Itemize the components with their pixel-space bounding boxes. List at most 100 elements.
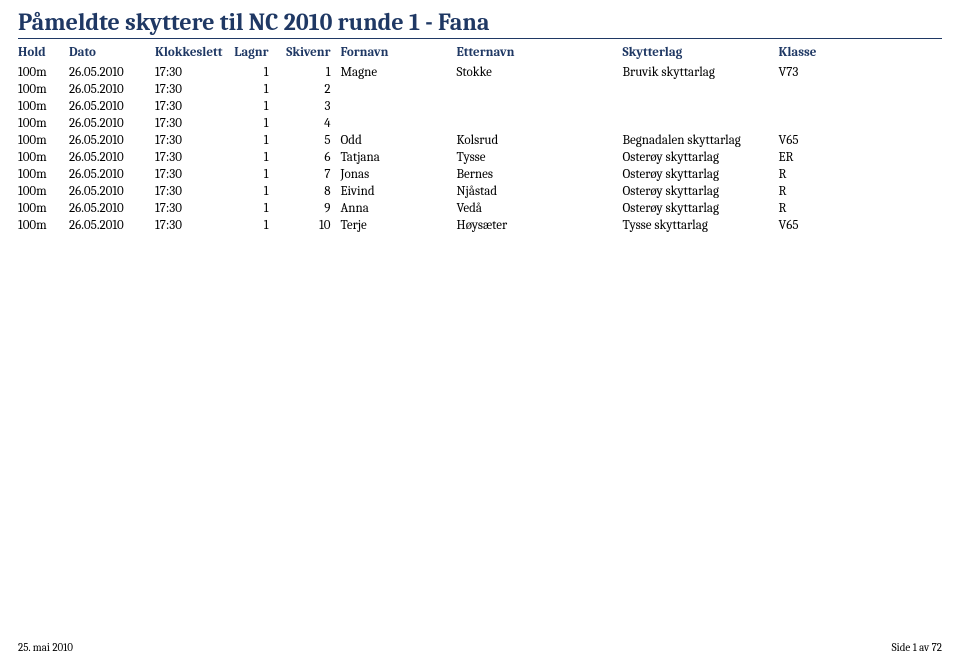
cell-skivenr: 3 xyxy=(281,98,341,115)
cell-dato: 26.05.2010 xyxy=(69,183,155,200)
cell-lag xyxy=(623,81,779,98)
cell-klasse xyxy=(779,98,845,115)
cell-etternavn: Njåstad xyxy=(457,183,623,200)
cell-skivenr: 10 xyxy=(281,217,341,234)
page: Påmeldte skyttere til NC 2010 runde 1 - … xyxy=(0,0,960,234)
cell-dato: 26.05.2010 xyxy=(69,64,155,81)
cell-fornavn: Odd xyxy=(341,132,457,149)
table-row: 100m26.05.201017:3013 xyxy=(18,98,845,115)
cell-skivenr: 1 xyxy=(281,64,341,81)
cell-hold: 100m xyxy=(18,81,69,98)
cell-hold: 100m xyxy=(18,64,69,81)
table-row: 100m26.05.201017:3011MagneStokkeBruvik s… xyxy=(18,64,845,81)
page-footer: 25. mai 2010 Side 1 av 72 xyxy=(18,641,942,654)
footer-page: Side 1 av 72 xyxy=(892,641,942,654)
cell-klasse: V65 xyxy=(779,132,845,149)
cell-lag: Bruvik skyttarlag xyxy=(623,64,779,81)
cell-hold: 100m xyxy=(18,132,69,149)
cell-fornavn: Magne xyxy=(341,64,457,81)
cell-fornavn: Anna xyxy=(341,200,457,217)
cell-skivenr: 9 xyxy=(281,200,341,217)
table-row: 100m26.05.201017:3015OddKolsrudBegnadale… xyxy=(18,132,845,149)
cell-lagnr: 1 xyxy=(229,98,281,115)
cell-etternavn xyxy=(457,115,623,132)
col-fornavn: Fornavn xyxy=(341,43,457,64)
table-body: 100m26.05.201017:3011MagneStokkeBruvik s… xyxy=(18,64,845,234)
cell-fornavn xyxy=(341,81,457,98)
col-klokkeslett: Klokkeslett xyxy=(155,43,229,64)
cell-lagnr: 1 xyxy=(229,81,281,98)
cell-etternavn: Høysæter xyxy=(457,217,623,234)
cell-fornavn: Eivind xyxy=(341,183,457,200)
cell-lagnr: 1 xyxy=(229,115,281,132)
cell-lagnr: 1 xyxy=(229,200,281,217)
results-table: Hold Dato Klokkeslett Lagnr Skivenr Forn… xyxy=(18,43,845,234)
col-hold: Hold xyxy=(18,43,69,64)
cell-klasse: R xyxy=(779,200,845,217)
col-dato: Dato xyxy=(69,43,155,64)
col-lagnr: Lagnr xyxy=(229,43,281,64)
cell-skivenr: 2 xyxy=(281,81,341,98)
cell-lag: Begnadalen skyttarlag xyxy=(623,132,779,149)
cell-dato: 26.05.2010 xyxy=(69,132,155,149)
cell-hold: 100m xyxy=(18,217,69,234)
col-skivenr: Skivenr xyxy=(281,43,341,64)
cell-lag: Osterøy skyttarlag xyxy=(623,149,779,166)
cell-lag: Tysse skyttarlag xyxy=(623,217,779,234)
cell-klokke: 17:30 xyxy=(155,98,229,115)
table-row: 100m26.05.201017:3019AnnaVedåOsterøy sky… xyxy=(18,200,845,217)
cell-klasse: V73 xyxy=(779,64,845,81)
cell-fornavn xyxy=(341,98,457,115)
cell-dato: 26.05.2010 xyxy=(69,166,155,183)
cell-hold: 100m xyxy=(18,200,69,217)
cell-klokke: 17:30 xyxy=(155,115,229,132)
col-klasse: Klasse xyxy=(779,43,845,64)
page-title: Påmeldte skyttere til NC 2010 runde 1 - … xyxy=(18,8,942,39)
cell-hold: 100m xyxy=(18,149,69,166)
cell-dato: 26.05.2010 xyxy=(69,115,155,132)
cell-skivenr: 8 xyxy=(281,183,341,200)
table-row: 100m26.05.201017:3012 xyxy=(18,81,845,98)
cell-lag: Osterøy skyttarlag xyxy=(623,166,779,183)
cell-lag: Osterøy skyttarlag xyxy=(623,183,779,200)
table-header-row: Hold Dato Klokkeslett Lagnr Skivenr Forn… xyxy=(18,43,845,64)
cell-klokke: 17:30 xyxy=(155,183,229,200)
cell-fornavn xyxy=(341,115,457,132)
cell-klasse xyxy=(779,81,845,98)
cell-klokke: 17:30 xyxy=(155,132,229,149)
col-etternavn: Etternavn xyxy=(457,43,623,64)
cell-fornavn: Tatjana xyxy=(341,149,457,166)
cell-klokke: 17:30 xyxy=(155,81,229,98)
cell-lag xyxy=(623,115,779,132)
cell-etternavn: Vedå xyxy=(457,200,623,217)
cell-skivenr: 5 xyxy=(281,132,341,149)
cell-etternavn: Kolsrud xyxy=(457,132,623,149)
cell-etternavn: Bernes xyxy=(457,166,623,183)
cell-klasse: ER xyxy=(779,149,845,166)
cell-lag: Osterøy skyttarlag xyxy=(623,200,779,217)
cell-skivenr: 4 xyxy=(281,115,341,132)
cell-klasse: R xyxy=(779,183,845,200)
table-row: 100m26.05.201017:3018EivindNjåstadOsterø… xyxy=(18,183,845,200)
cell-hold: 100m xyxy=(18,183,69,200)
cell-dato: 26.05.2010 xyxy=(69,217,155,234)
cell-etternavn: Tysse xyxy=(457,149,623,166)
cell-klokke: 17:30 xyxy=(155,149,229,166)
table-row: 100m26.05.201017:3014 xyxy=(18,115,845,132)
cell-etternavn: Stokke xyxy=(457,64,623,81)
cell-klokke: 17:30 xyxy=(155,200,229,217)
footer-date: 25. mai 2010 xyxy=(18,641,73,654)
cell-dato: 26.05.2010 xyxy=(69,149,155,166)
cell-dato: 26.05.2010 xyxy=(69,98,155,115)
table-row: 100m26.05.201017:3017JonasBernesOsterøy … xyxy=(18,166,845,183)
cell-lagnr: 1 xyxy=(229,64,281,81)
cell-lagnr: 1 xyxy=(229,183,281,200)
cell-etternavn xyxy=(457,98,623,115)
cell-dato: 26.05.2010 xyxy=(69,200,155,217)
cell-lag xyxy=(623,98,779,115)
cell-etternavn xyxy=(457,81,623,98)
cell-hold: 100m xyxy=(18,166,69,183)
cell-skivenr: 6 xyxy=(281,149,341,166)
cell-klokke: 17:30 xyxy=(155,217,229,234)
cell-dato: 26.05.2010 xyxy=(69,81,155,98)
